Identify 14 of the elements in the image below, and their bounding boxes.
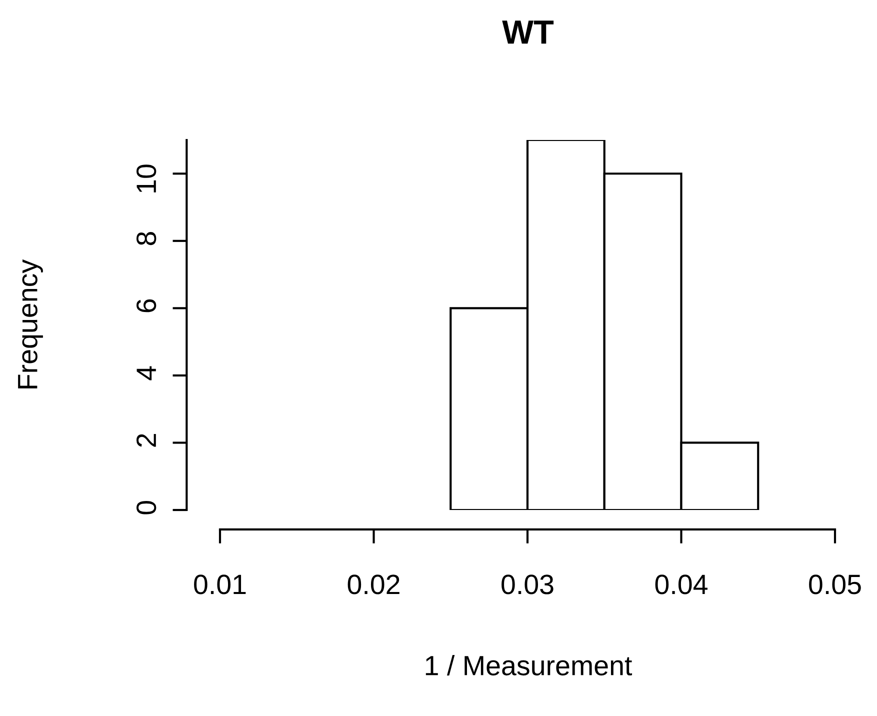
y-tick-label: 10 [136,164,156,192]
x-tick-label: 0.03 [502,574,554,594]
y-tick-label: 6 [136,299,156,312]
chart-title: WT [502,20,554,44]
x-tick-label: 0.05 [809,574,861,594]
y-axis-title: Frequency [18,259,43,388]
x-tick-label: 0.04 [655,574,708,594]
x-tick-label: 0.01 [194,574,246,594]
y-tick-label: 8 [136,232,156,246]
y-tick-label: 0 [136,501,156,514]
x-tick-label: 0.02 [348,574,400,594]
y-tick-label: 4 [136,366,156,380]
y-tick-label: 2 [136,434,156,447]
x-axis-title: 1 / Measurement [426,655,632,676]
